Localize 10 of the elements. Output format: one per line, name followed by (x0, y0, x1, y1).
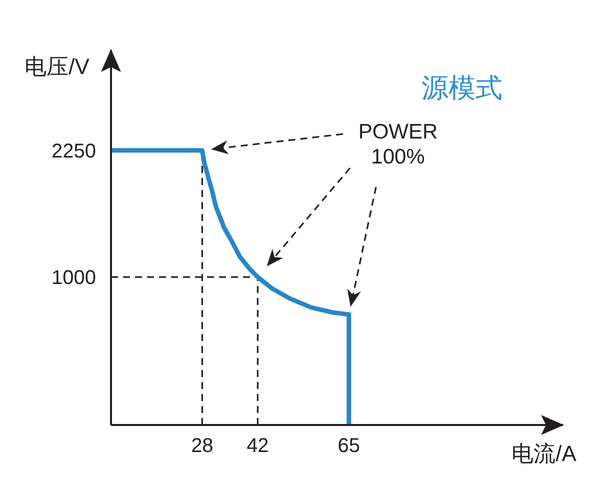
line-series (111, 148, 352, 425)
y-axis-title: 电压/V (24, 54, 90, 78)
x-tick-label: 42 (246, 435, 269, 458)
x-tick-label: 28 (191, 435, 214, 458)
x-axis-title: 电流/A (512, 440, 577, 466)
annotation: POWER 100% (358, 120, 438, 168)
y-tick-label: 1000 (52, 267, 96, 290)
text: 源模式 (422, 73, 502, 103)
y-tick-label: 2250 (52, 140, 96, 162)
x-tick-label: 65 (338, 435, 360, 458)
